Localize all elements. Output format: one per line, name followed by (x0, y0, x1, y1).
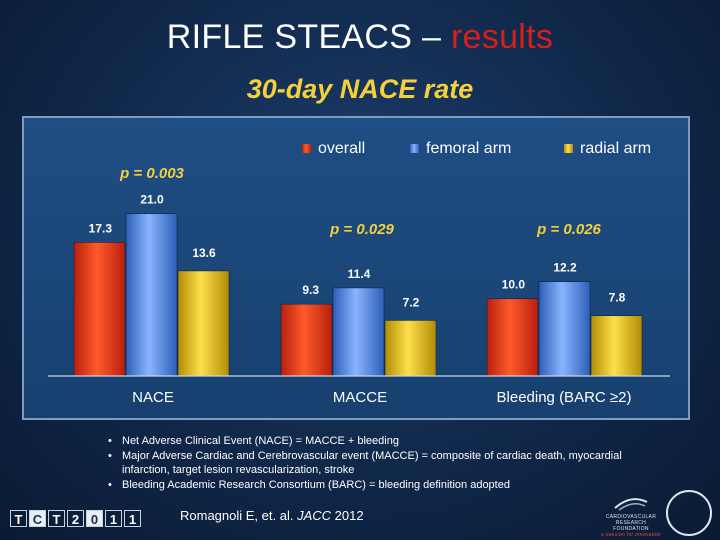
category-label-2: MACCE (333, 389, 387, 406)
crf-swirl-icon (614, 498, 648, 511)
legend-label-femoral: femoral arm (426, 140, 511, 157)
bar-femoral-3 (538, 281, 591, 377)
bar-chart: overall femoral arm radial arm 17.3 9.3 10.0… (48, 140, 670, 406)
category-label-1: NACE (132, 389, 174, 406)
p-value-1: p = 0.003 (119, 165, 184, 182)
legend-label-radial: radial arm (580, 140, 651, 157)
value-label-radial-1: 13.6 (192, 246, 216, 260)
bar-radial-3 (590, 315, 643, 377)
crf-name: CARDIOVASCULAR RESEARCH FOUNDATION (605, 514, 657, 532)
footnote-macce: Major Adverse Cardiac and Cerebrovascula… (108, 449, 648, 478)
citation: Romagnoli E, et. al. JACC 2012 (180, 508, 364, 523)
title-main: RIFLE STEACS – (166, 18, 442, 56)
crf-tagline: a passion for innovation (600, 532, 661, 538)
citation-journal: JACC (297, 508, 332, 523)
tct-logo-char: C (29, 510, 46, 527)
value-label-overall-1: 17.3 (89, 221, 113, 235)
legend-label-overall: overall (318, 140, 365, 157)
value-label-femoral-1: 21.0 (140, 193, 164, 207)
value-label-overall-2: 9.3 (302, 283, 319, 297)
chart-legend: overall femoral arm radial arm (302, 140, 651, 157)
value-label-radial-3: 7.8 (609, 291, 626, 305)
bar-femoral-2 (332, 287, 385, 377)
tct-logo-char: 2 (67, 510, 84, 527)
bar-radial-1 (177, 270, 230, 377)
value-label-femoral-3: 12.2 (553, 261, 577, 275)
citation-authors: Romagnoli E, et. al. (180, 508, 298, 523)
crf-logo: CARDIOVASCULAR RESEARCH FOUNDATION a pas… (598, 496, 664, 538)
category-label-3: Bleeding (BARC ≥2) (497, 389, 632, 406)
tct-logo-char: 1 (105, 510, 122, 527)
legend-swatch-radial (564, 144, 573, 153)
bar-femoral-1 (125, 213, 178, 377)
chart-panel: overall femoral arm radial arm 17.3 9.3 10.0… (22, 116, 690, 420)
footnote-nace: Net Adverse Clinical Event (NACE) = MACC… (108, 434, 648, 449)
citation-year: 2012 (331, 508, 364, 523)
bar-radial-2 (384, 320, 437, 377)
title-accent: results (450, 18, 554, 56)
bar-overall-3 (486, 298, 539, 377)
society-seal-icon (666, 490, 712, 536)
bar-overall-1 (73, 242, 126, 377)
bars-group (73, 213, 643, 377)
value-label-radial-2: 7.2 (403, 295, 420, 309)
footnotes: Net Adverse Clinical Event (NACE) = MACC… (108, 434, 648, 492)
value-label-overall-3: 10.0 (502, 278, 526, 292)
chart-subtitle: 30-day NACE rate (246, 74, 474, 104)
tct-logo-char: 0 (86, 510, 103, 527)
tct-logo-char: T (10, 510, 27, 527)
p-value-2: p = 0.029 (329, 221, 394, 238)
tct-logo-char: T (48, 510, 65, 527)
slide-title: RIFLE STEACS – results (0, 18, 720, 57)
value-label-femoral-2: 11.4 (348, 267, 371, 281)
p-values-group: p = 0.003 p = 0.029 p = 0.026 (119, 165, 601, 238)
tct-logo-char: 1 (124, 510, 141, 527)
legend-swatch-femoral (410, 144, 419, 153)
category-labels-group: NACE MACCE Bleeding (BARC ≥2) (132, 389, 631, 406)
footnote-barc: Bleeding Academic Research Consortium (B… (108, 478, 648, 493)
legend-swatch-overall (302, 144, 311, 153)
p-value-3: p = 0.026 (536, 221, 601, 238)
value-labels-group: 17.3 9.3 10.0 21.0 11.4 12.2 13.6 7.2 7.8 (89, 193, 626, 310)
bar-overall-2 (280, 303, 333, 377)
